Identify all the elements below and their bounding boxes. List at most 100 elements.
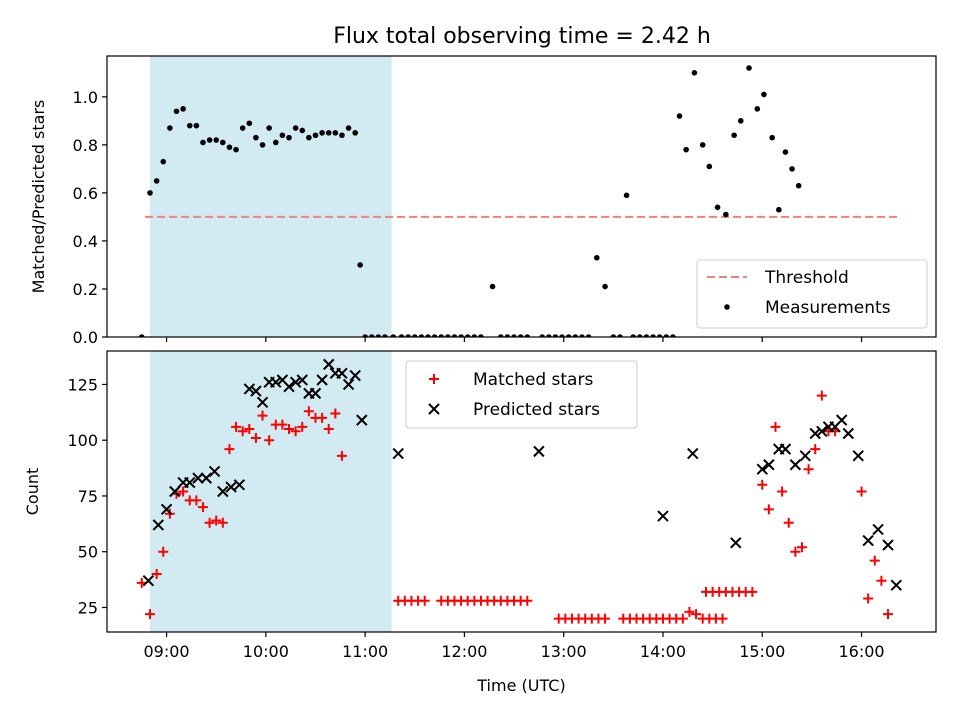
x-axis-label: Time (UTC) — [476, 676, 565, 695]
measurement-point — [279, 132, 286, 139]
measurement-point — [213, 137, 220, 143]
predicted-point — [789, 459, 802, 471]
matched-point — [869, 555, 880, 566]
matched-point — [250, 432, 261, 443]
predicted-point — [200, 472, 212, 484]
matched-point — [224, 444, 235, 455]
y-tick-label: 0.8 — [73, 136, 98, 155]
x-tick-label: 14:00 — [640, 642, 686, 661]
measurement-point — [445, 334, 451, 337]
measurement-point — [186, 122, 193, 129]
matched-point — [717, 613, 728, 624]
measurement-point — [511, 334, 517, 337]
measurement-point — [676, 113, 683, 119]
measurement-point — [368, 334, 375, 337]
y-axis-label: Matched/Predicted stars — [29, 100, 48, 294]
measurement-point — [451, 334, 458, 337]
predicted-point — [779, 443, 792, 455]
shaded-span — [150, 351, 392, 632]
measurement-point — [292, 125, 299, 131]
measurement-point — [546, 334, 552, 337]
matched-point — [277, 419, 288, 430]
measurement-point — [362, 334, 368, 337]
predicted-point — [799, 450, 811, 462]
measurement-point — [602, 283, 608, 290]
measurement-point — [789, 166, 795, 172]
measurement-point — [375, 334, 382, 337]
plot-frame — [106, 55, 937, 338]
matched-point — [790, 546, 801, 557]
matched-point — [783, 517, 794, 528]
legend-predicted-label: Predicted stars — [473, 400, 600, 420]
matched-point — [684, 606, 695, 617]
matched-point — [211, 515, 222, 526]
predicted-point — [356, 414, 368, 426]
predicted-point — [142, 574, 155, 587]
measurement-point — [471, 334, 478, 337]
measurement-point — [266, 125, 272, 131]
y-tick-label: 50 — [78, 543, 98, 562]
matched-point — [330, 408, 341, 419]
measurement-point — [504, 334, 511, 337]
legend-matched-swatch — [429, 374, 439, 384]
predicted-point — [756, 463, 768, 475]
matched-point — [803, 464, 814, 475]
legend-box — [696, 259, 928, 329]
predicted-point — [309, 387, 322, 400]
series-matched-stars — [136, 390, 894, 624]
measurement-point — [637, 334, 643, 337]
measurement-point — [286, 134, 292, 141]
predicted-point — [835, 414, 848, 426]
measurement-point — [226, 144, 233, 151]
measurement-point — [253, 134, 259, 141]
measurement-point — [239, 125, 246, 131]
measurement-point — [173, 108, 180, 115]
measurement-point — [593, 254, 600, 261]
measurement-point — [498, 334, 504, 337]
measurement-point — [299, 127, 306, 134]
measurement-point — [206, 137, 213, 143]
matched-point — [777, 486, 788, 497]
measurement-point — [691, 70, 698, 76]
y-tick-label: 100 — [67, 431, 98, 450]
x-tick-label: 13:00 — [541, 642, 587, 661]
x-tick-label: 16:00 — [838, 642, 884, 661]
measurement-point — [167, 125, 173, 131]
measurement-point — [272, 139, 279, 146]
predicted-point — [243, 383, 256, 395]
predicted-point — [250, 385, 262, 397]
matched-point — [191, 495, 202, 506]
y-tick-label: 0.2 — [73, 280, 98, 299]
x-tick-label: 10:00 — [243, 642, 289, 661]
matched-point — [297, 421, 308, 432]
matched-point — [323, 424, 334, 435]
matched-point — [863, 593, 874, 604]
measurement-point — [160, 158, 167, 165]
measurement-point — [517, 334, 524, 337]
series-measurements — [138, 65, 802, 337]
matched-point — [677, 613, 688, 624]
measurement-point — [259, 142, 266, 148]
measurement-point — [524, 334, 531, 337]
measurement-point — [565, 334, 572, 337]
matched-point — [178, 486, 189, 497]
measurement-point — [754, 106, 761, 112]
plot-frame — [106, 350, 937, 633]
y-tick-label: 0.6 — [73, 184, 98, 203]
predicted-point — [289, 376, 302, 388]
predicted-point — [842, 427, 855, 440]
legend-threshold-label: Threshold — [764, 268, 849, 288]
measurement-point — [656, 334, 663, 337]
predicted-point — [336, 367, 348, 380]
matched-point — [691, 609, 702, 620]
measurement-point — [390, 334, 397, 337]
measurement-point — [382, 334, 388, 337]
measurement-point — [411, 334, 418, 337]
predicted-point — [816, 425, 828, 437]
matched-point — [747, 586, 758, 597]
y-axis-label: Count — [23, 468, 42, 516]
series-predicted-stars — [142, 358, 902, 591]
markers — [138, 65, 802, 337]
x-tick-label: 15:00 — [739, 642, 785, 661]
predicted-point — [152, 519, 165, 531]
